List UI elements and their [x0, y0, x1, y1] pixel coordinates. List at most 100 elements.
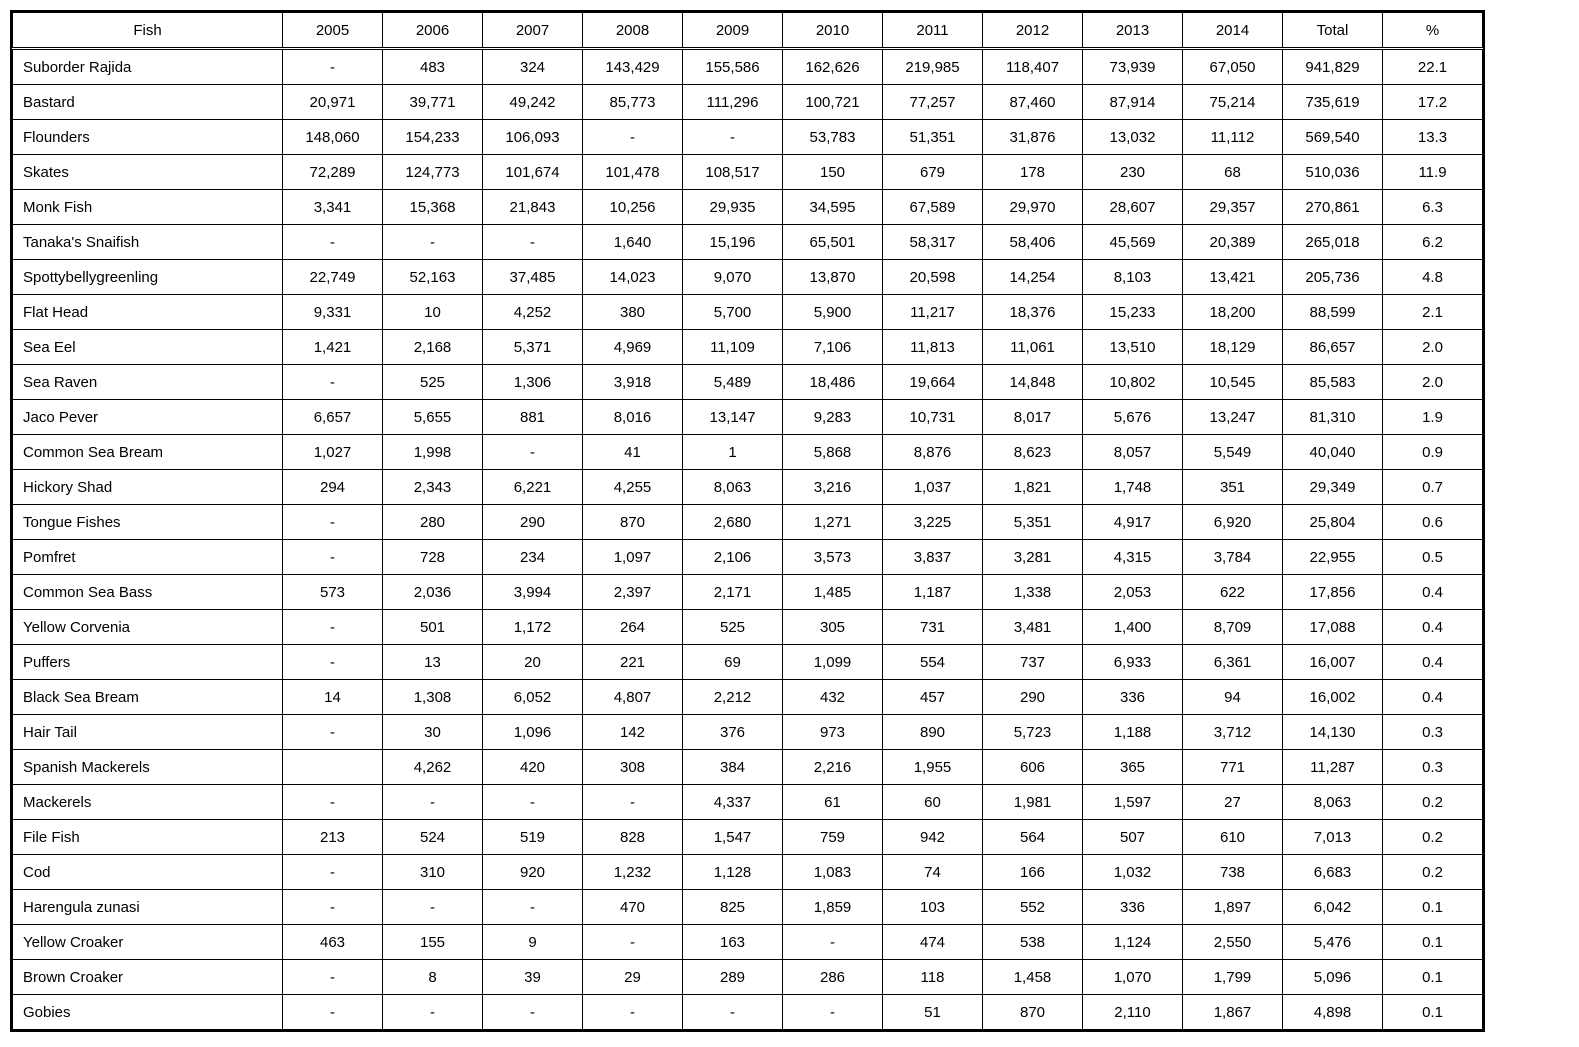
col-2008: 2008: [583, 13, 683, 49]
cell-value: -: [283, 715, 383, 750]
cell-value: 8: [383, 960, 483, 995]
cell-value: 18,200: [1183, 295, 1283, 330]
cell-value: 15,368: [383, 190, 483, 225]
cell-value: 20: [483, 645, 583, 680]
cell-value: 1,981: [983, 785, 1083, 820]
cell-value: 221: [583, 645, 683, 680]
cell-value: 738: [1183, 855, 1283, 890]
cell-value: 0.4: [1383, 575, 1483, 610]
cell-value: 890: [883, 715, 983, 750]
cell-value: 3,837: [883, 540, 983, 575]
cell-value: 67,589: [883, 190, 983, 225]
cell-value: 103: [883, 890, 983, 925]
cell-fish-name: Flat Head: [13, 295, 283, 330]
cell-fish-name: Brown Croaker: [13, 960, 283, 995]
cell-value: 178: [983, 155, 1083, 190]
cell-value: 5,549: [1183, 435, 1283, 470]
cell-value: 6,933: [1083, 645, 1183, 680]
cell-value: 0.1: [1383, 960, 1483, 995]
cell-value: -: [483, 890, 583, 925]
cell-value: 920: [483, 855, 583, 890]
cell-value: 735,619: [1283, 85, 1383, 120]
col-2005: 2005: [283, 13, 383, 49]
cell-value: -: [483, 995, 583, 1030]
cell-value: -: [583, 995, 683, 1030]
cell-value: 1,308: [383, 680, 483, 715]
cell-value: 828: [583, 820, 683, 855]
cell-value: 6,657: [283, 400, 383, 435]
cell-value: 13,147: [683, 400, 783, 435]
cell-value: 41: [583, 435, 683, 470]
cell-value: 432: [783, 680, 883, 715]
cell-value: 20,971: [283, 85, 383, 120]
cell-value: 5,723: [983, 715, 1083, 750]
cell-value: 74: [883, 855, 983, 890]
cell-value: 0.3: [1383, 715, 1483, 750]
table-row: Jaco Pever6,6575,6558818,01613,1479,2831…: [13, 400, 1483, 435]
cell-value: 8,623: [983, 435, 1083, 470]
cell-value: 106,093: [483, 120, 583, 155]
table-row: Cod-3109201,2321,1281,083741661,0327386,…: [13, 855, 1483, 890]
cell-fish-name: Flounders: [13, 120, 283, 155]
cell-value: 29,935: [683, 190, 783, 225]
cell-value: 69: [683, 645, 783, 680]
cell-value: -: [283, 645, 383, 680]
cell-value: 10,256: [583, 190, 683, 225]
cell-value: -: [283, 225, 383, 260]
cell-value: 324: [483, 49, 583, 85]
cell-value: 264: [583, 610, 683, 645]
cell-value: 941,829: [1283, 49, 1383, 85]
cell-value: 365: [1083, 750, 1183, 785]
cell-value: 2,216: [783, 750, 883, 785]
cell-fish-name: Hair Tail: [13, 715, 283, 750]
cell-value: 4,917: [1083, 505, 1183, 540]
table-header-row: Fish 2005 2006 2007 2008 2009 2010 2011 …: [13, 13, 1483, 49]
cell-value: 21,843: [483, 190, 583, 225]
cell-value: 870: [583, 505, 683, 540]
cell-value: 1,070: [1083, 960, 1183, 995]
cell-value: 16,002: [1283, 680, 1383, 715]
cell-fish-name: Bastard: [13, 85, 283, 120]
cell-value: 280: [383, 505, 483, 540]
cell-value: 501: [383, 610, 483, 645]
cell-value: 289: [683, 960, 783, 995]
cell-value: 154,233: [383, 120, 483, 155]
cell-value: 308: [583, 750, 683, 785]
cell-value: 2,106: [683, 540, 783, 575]
cell-fish-name: Sea Raven: [13, 365, 283, 400]
cell-value: 4,262: [383, 750, 483, 785]
cell-fish-name: Gobies: [13, 995, 283, 1030]
cell-value: 9: [483, 925, 583, 960]
cell-value: 18,376: [983, 295, 1083, 330]
cell-value: 37,485: [483, 260, 583, 295]
cell-value: 310: [383, 855, 483, 890]
cell-value: 18,486: [783, 365, 883, 400]
cell-value: 77,257: [883, 85, 983, 120]
cell-value: 166: [983, 855, 1083, 890]
cell-value: 0.1: [1383, 995, 1483, 1030]
table-row: Monk Fish3,34115,36821,84310,25629,93534…: [13, 190, 1483, 225]
cell-value: 1.9: [1383, 400, 1483, 435]
cell-value: 2,343: [383, 470, 483, 505]
cell-fish-name: Spottybellygreenling: [13, 260, 283, 295]
table-row: Common Sea Bass5732,0363,9942,3972,1711,…: [13, 575, 1483, 610]
cell-value: 143,429: [583, 49, 683, 85]
cell-value: 3,573: [783, 540, 883, 575]
cell-value: 2.0: [1383, 365, 1483, 400]
cell-value: 67,050: [1183, 49, 1283, 85]
cell-value: 52,163: [383, 260, 483, 295]
table-row: Sea Eel1,4212,1685,3714,96911,1097,10611…: [13, 330, 1483, 365]
cell-value: 6,920: [1183, 505, 1283, 540]
cell-value: 9,331: [283, 295, 383, 330]
cell-value: 2,212: [683, 680, 783, 715]
cell-value: 51,351: [883, 120, 983, 155]
cell-value: 4,252: [483, 295, 583, 330]
cell-value: -: [283, 365, 383, 400]
cell-value: 150: [783, 155, 883, 190]
table-row: Tongue Fishes-2802908702,6801,2713,2255,…: [13, 505, 1483, 540]
cell-value: 870: [983, 995, 1083, 1030]
cell-value: 6,221: [483, 470, 583, 505]
col-2010: 2010: [783, 13, 883, 49]
cell-value: -: [783, 925, 883, 960]
cell-value: 457: [883, 680, 983, 715]
